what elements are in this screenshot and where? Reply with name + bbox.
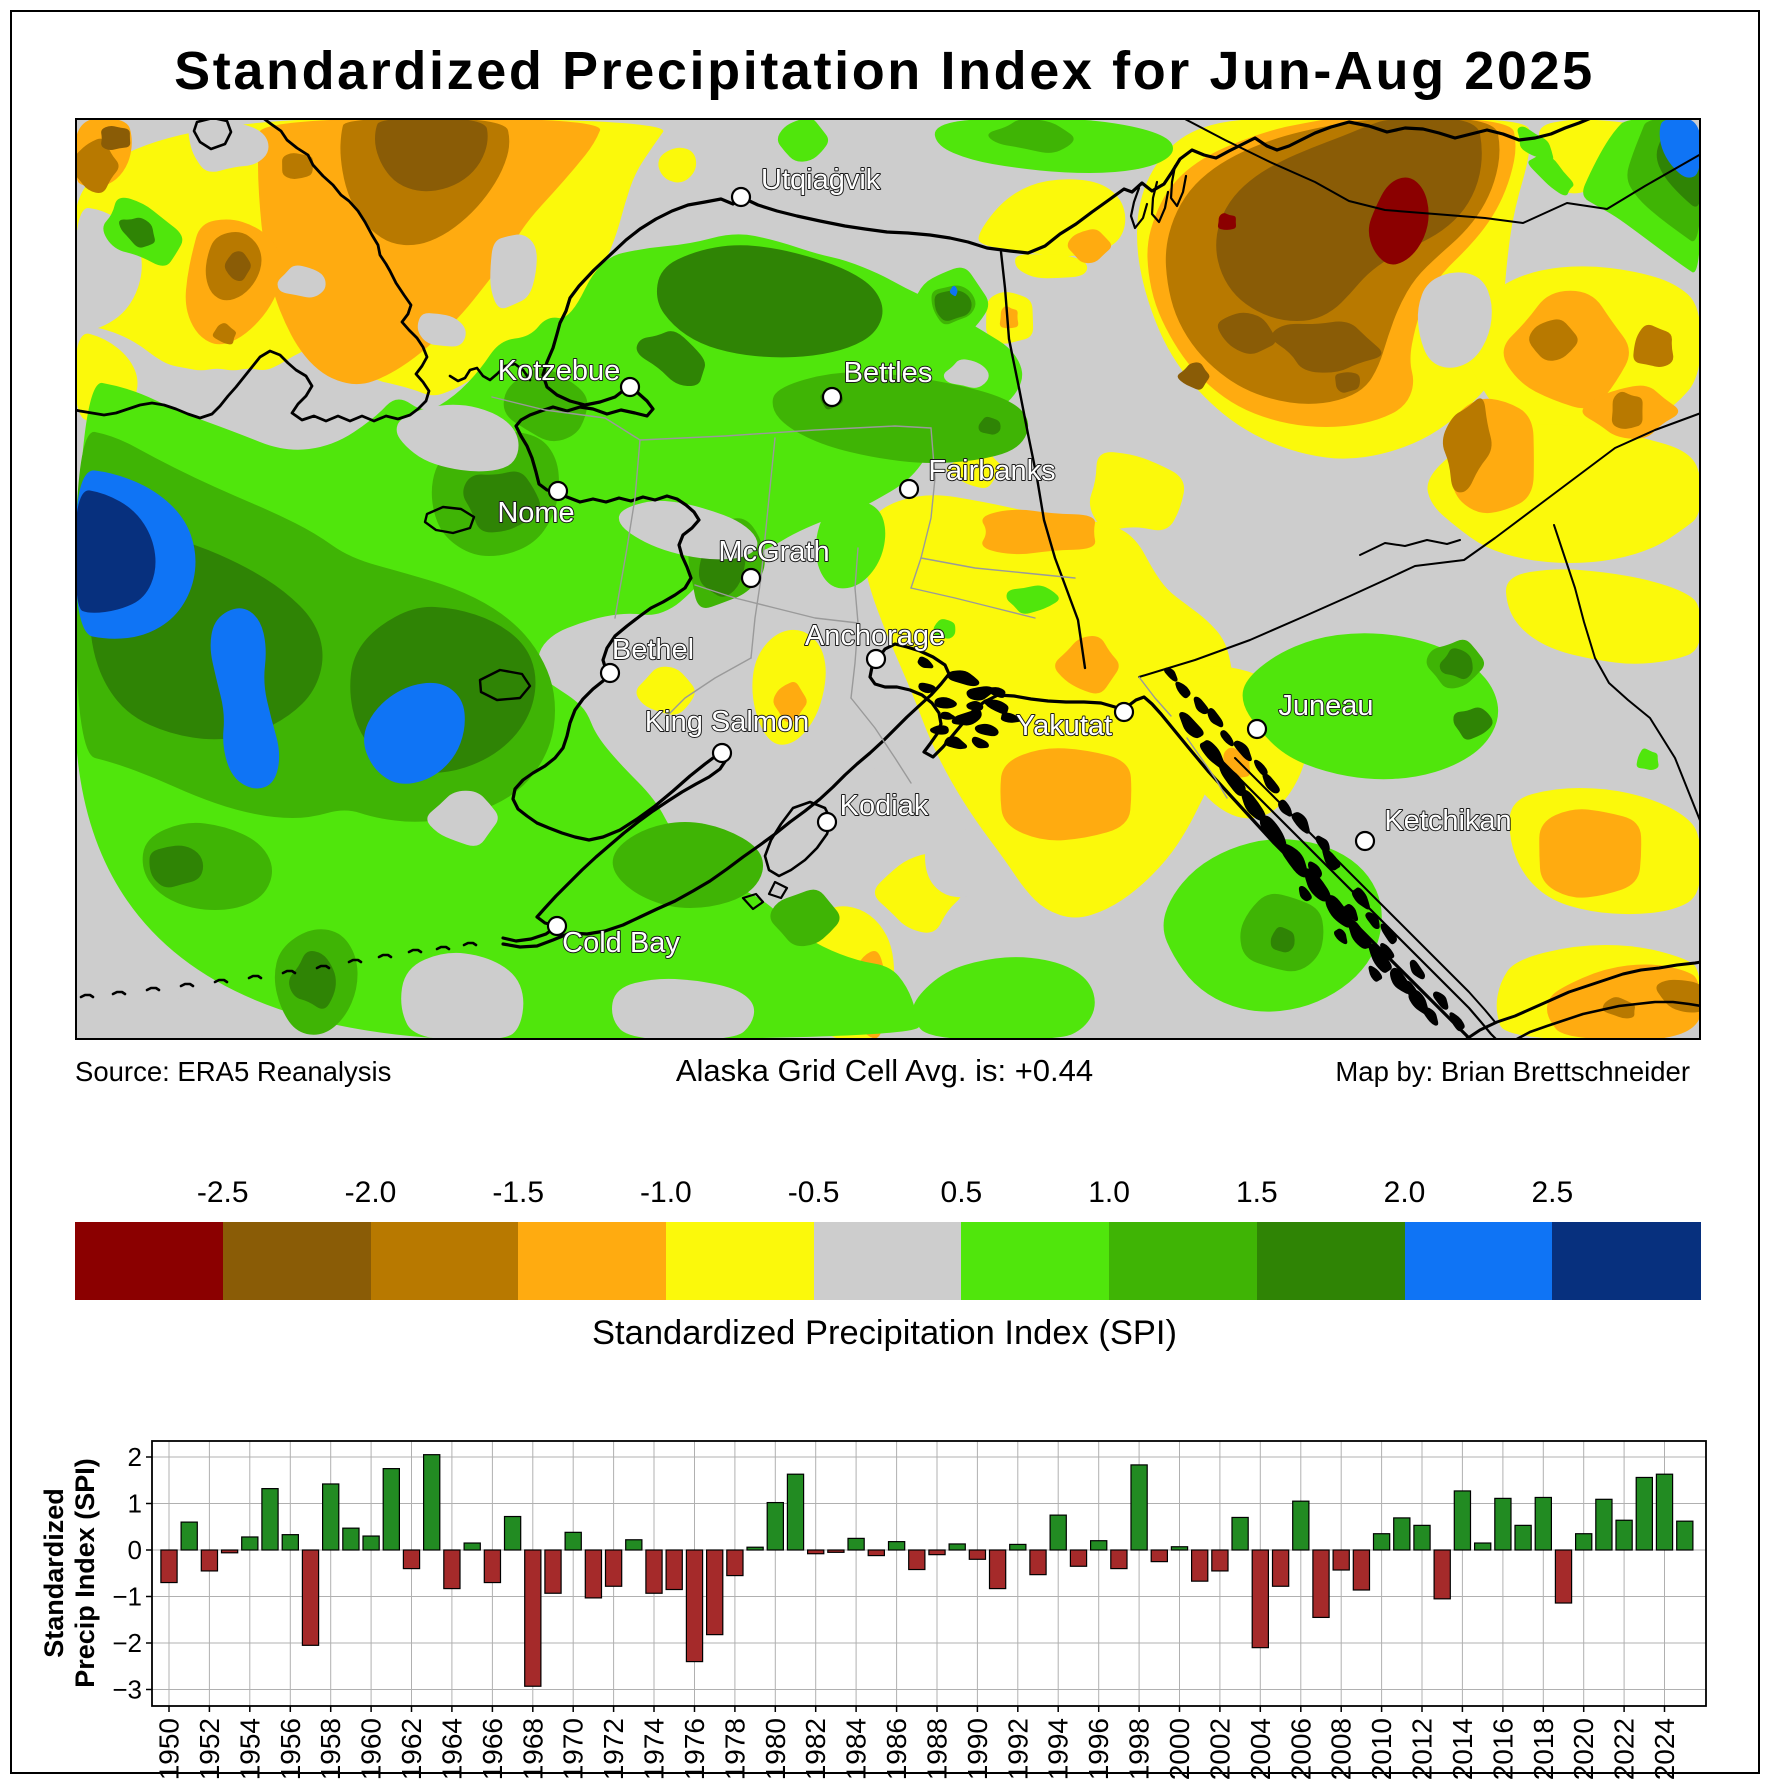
svg-text:Fairbanks: Fairbanks: [928, 455, 1055, 487]
svg-text:1982: 1982: [800, 1718, 831, 1780]
svg-text:1952: 1952: [194, 1718, 225, 1780]
svg-text:2022: 2022: [1609, 1718, 1640, 1780]
svg-text:2000: 2000: [1164, 1718, 1195, 1780]
svg-text:Utqiaġvik: Utqiaġvik: [761, 164, 881, 196]
svg-text:1980: 1980: [760, 1718, 791, 1780]
svg-text:1992: 1992: [1002, 1718, 1033, 1780]
svg-text:1974: 1974: [639, 1718, 670, 1780]
svg-text:2: 2: [128, 1442, 142, 1472]
svg-text:Kotzebue: Kotzebue: [498, 355, 621, 387]
svg-text:Juneau: Juneau: [1278, 690, 1373, 722]
svg-text:1: 1: [128, 1489, 142, 1519]
svg-text:2006: 2006: [1285, 1718, 1316, 1780]
svg-text:1978: 1978: [719, 1718, 750, 1780]
svg-text:1984: 1984: [841, 1718, 872, 1780]
svg-text:1988: 1988: [922, 1718, 953, 1780]
svg-text:Standardized: Standardized: [39, 1488, 69, 1658]
svg-text:King Salmon: King Salmon: [645, 706, 809, 738]
svg-text:Ketchikan: Ketchikan: [1384, 805, 1511, 837]
svg-text:1958: 1958: [315, 1718, 346, 1780]
svg-text:2002: 2002: [1204, 1718, 1235, 1780]
svg-text:1964: 1964: [436, 1718, 467, 1780]
svg-text:1970: 1970: [558, 1718, 589, 1780]
svg-text:2014: 2014: [1447, 1718, 1478, 1780]
svg-text:Yakutat: Yakutat: [1016, 710, 1112, 742]
svg-text:Kodiak: Kodiak: [840, 790, 929, 822]
svg-text:2016: 2016: [1487, 1718, 1518, 1780]
svg-text:−1: −1: [112, 1582, 142, 1612]
svg-text:Bettles: Bettles: [844, 357, 933, 389]
svg-text:1976: 1976: [679, 1718, 710, 1780]
svg-text:1954: 1954: [234, 1718, 265, 1780]
svg-text:McGrath: McGrath: [718, 536, 829, 568]
svg-text:1962: 1962: [396, 1718, 427, 1780]
svg-text:1966: 1966: [477, 1718, 508, 1780]
svg-text:0: 0: [128, 1535, 142, 1565]
svg-text:1960: 1960: [356, 1718, 387, 1780]
svg-text:Nome: Nome: [497, 497, 574, 529]
svg-text:1998: 1998: [1124, 1718, 1155, 1780]
svg-text:1956: 1956: [275, 1718, 306, 1780]
svg-text:1996: 1996: [1083, 1718, 1114, 1780]
svg-text:2024: 2024: [1649, 1718, 1680, 1780]
svg-text:2010: 2010: [1366, 1718, 1397, 1780]
svg-text:2020: 2020: [1568, 1718, 1599, 1780]
svg-text:−2: −2: [112, 1628, 142, 1658]
svg-text:1990: 1990: [962, 1718, 993, 1780]
svg-text:1972: 1972: [598, 1718, 629, 1780]
svg-text:2012: 2012: [1407, 1718, 1438, 1780]
svg-text:2004: 2004: [1245, 1718, 1276, 1780]
svg-text:1986: 1986: [881, 1718, 912, 1780]
svg-text:−3: −3: [112, 1675, 142, 1705]
svg-text:2008: 2008: [1326, 1718, 1357, 1780]
svg-text:Bethel: Bethel: [612, 634, 694, 666]
svg-text:1968: 1968: [517, 1718, 548, 1780]
svg-text:1994: 1994: [1043, 1718, 1074, 1780]
svg-text:Precip Index (SPI): Precip Index (SPI): [70, 1458, 100, 1688]
svg-text:1950: 1950: [154, 1718, 185, 1780]
svg-text:Anchorage: Anchorage: [805, 620, 945, 652]
svg-text:Cold Bay: Cold Bay: [562, 927, 680, 959]
svg-text:2018: 2018: [1528, 1718, 1559, 1780]
